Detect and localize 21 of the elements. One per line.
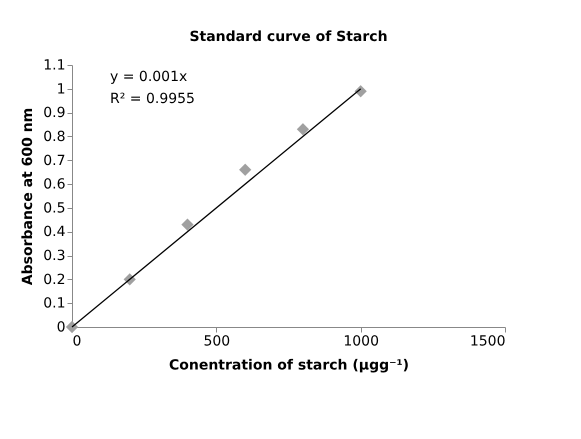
x-axis-title: Conentration of starch (μgg⁻¹): [168, 358, 410, 374]
y-tick-label: 0.4: [43, 224, 66, 240]
y-tick-label: 0: [56, 320, 66, 336]
x-tick-label: 1500: [470, 334, 506, 350]
y-tick-label: 0.5: [43, 200, 66, 216]
y-axis-title: Absorbance at 600 nm: [20, 108, 36, 286]
y-tick-label: 0.3: [43, 248, 66, 264]
y-tick-label: 0.1: [43, 296, 66, 312]
y-tick-label: 0.7: [43, 152, 66, 169]
x-tick-label: 0: [72, 334, 82, 350]
x-tick-label: 500: [203, 334, 230, 350]
x-tick-label: 1000: [343, 334, 379, 350]
chart-title: Standard curve of Starch: [189, 29, 388, 45]
annotation: y = 0.001x: [110, 69, 188, 85]
y-tick-label: 1.1: [43, 58, 66, 74]
y-tick-label: 0.6: [43, 176, 66, 193]
y-tick-label: 1: [56, 81, 66, 98]
y-tick-label: 0.2: [43, 272, 66, 288]
y-tick-label: 0.9: [43, 105, 66, 122]
annotation: R² = 0.9955: [110, 91, 195, 107]
y-tick-label: 0.8: [43, 128, 66, 145]
